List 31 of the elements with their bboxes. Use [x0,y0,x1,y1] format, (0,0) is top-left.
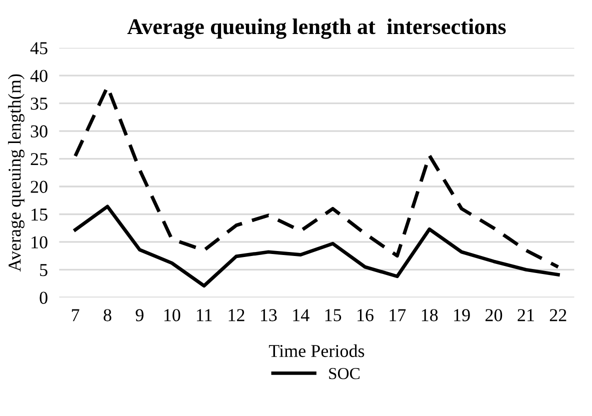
y-tick-label: 10 [32,236,48,248]
x-tick-label: 10 [164,309,180,322]
x-tick-label: 9 [136,309,144,322]
x-tick-label: 17 [390,309,406,322]
y-tick-label: 40 [30,70,48,82]
y-tick-label: 20 [30,180,48,193]
x-tick-label: 20 [486,309,502,322]
y-axis-title: Average queuing length(m) [8,74,24,272]
chart-title: Average queuing length at intersections [127,18,506,39]
x-axis-title: Time Periods [268,344,364,358]
legend-label: SOC [329,368,360,380]
y-tick-label: 25 [30,153,48,166]
x-tick-label: 16 [358,309,374,322]
x-tick-label: 14 [293,309,310,322]
y-tick-label: 45 [30,42,48,54]
x-tick-label: 13 [260,309,277,322]
x-tick-label: 15 [325,309,342,322]
line-series [74,204,560,288]
y-tick-label: 15 [32,208,48,221]
y-tick-label: 35 [30,98,48,110]
y-tick-label: 5 [40,264,48,276]
y-tick-label: 30 [30,125,48,138]
x-tick-label: 21 [518,309,534,322]
x-tick-label: 12 [228,309,244,322]
x-tick-label: 19 [454,309,470,322]
x-tick-label: 11 [196,309,212,322]
x-tick-label: 7 [72,309,80,322]
y-tick-label: 0 [40,292,48,304]
x-tick-label: 18 [422,309,438,322]
x-tick-label: 22 [550,309,566,322]
x-tick-label: 8 [104,309,112,322]
